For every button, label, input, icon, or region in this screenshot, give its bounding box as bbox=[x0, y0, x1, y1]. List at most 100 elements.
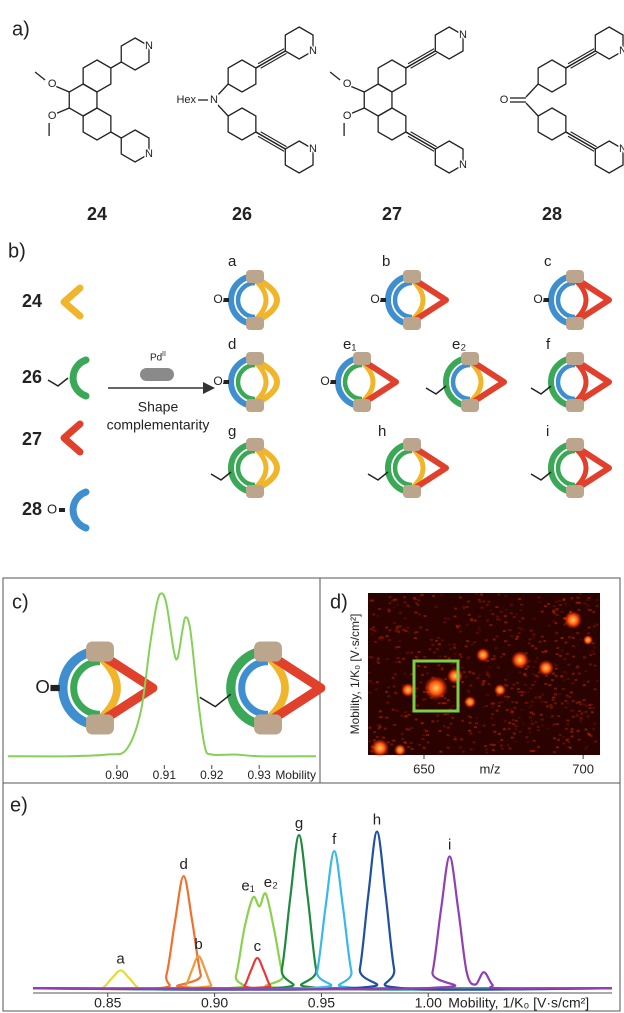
heatmap-noise bbox=[567, 663, 571, 666]
cage-label: e₁ bbox=[343, 336, 356, 353]
cage-ligand bbox=[70, 658, 101, 718]
peak-label: c bbox=[254, 938, 262, 955]
x-tick-label: 0.85 bbox=[94, 995, 121, 1011]
heatmap-noise bbox=[424, 697, 428, 700]
heatmap-noise bbox=[594, 740, 598, 743]
heatmap-noise bbox=[504, 594, 508, 597]
heatmap-noise bbox=[575, 666, 579, 669]
heatmap-noise bbox=[544, 701, 548, 704]
heatmap-noise bbox=[421, 673, 425, 676]
heatmap-noise bbox=[564, 706, 568, 709]
pd-pill bbox=[140, 368, 174, 381]
heatmap-noise bbox=[523, 673, 527, 676]
heatmap-noise bbox=[460, 666, 464, 669]
heatmap-noise bbox=[571, 682, 575, 685]
heatmap-noise bbox=[528, 706, 532, 709]
cage-label: d bbox=[228, 336, 236, 353]
heatmap-noise bbox=[484, 744, 488, 747]
bond bbox=[525, 83, 539, 98]
heatmap-noise bbox=[592, 646, 596, 649]
bond bbox=[257, 48, 285, 65]
panel-label: a) bbox=[12, 18, 30, 40]
heatmap-noise bbox=[407, 728, 411, 731]
heatmap-noise bbox=[524, 652, 528, 655]
heatmap-noise bbox=[431, 720, 435, 723]
heatmap-noise bbox=[531, 644, 535, 647]
heatmap-noise bbox=[555, 746, 559, 749]
heatmap-noise bbox=[409, 651, 413, 654]
heatmap-noise bbox=[507, 727, 511, 730]
heatmap-noise bbox=[374, 630, 378, 633]
heatmap-noise bbox=[452, 666, 456, 669]
heatmap-noise bbox=[491, 713, 495, 716]
heatmap-noise bbox=[453, 738, 457, 741]
heatmap-noise bbox=[368, 691, 372, 694]
ring bbox=[120, 129, 150, 163]
ring bbox=[68, 83, 98, 117]
ligand-shape bbox=[69, 356, 90, 400]
heatmap-noise bbox=[510, 710, 514, 713]
heatmap-noise bbox=[577, 738, 581, 741]
ring bbox=[82, 107, 112, 141]
heatmap-noise bbox=[450, 662, 454, 665]
heatmap-noise bbox=[394, 598, 398, 601]
heatmap-noise bbox=[489, 743, 493, 746]
heatmap-noise bbox=[467, 656, 471, 659]
heatmap-noise bbox=[416, 603, 420, 606]
heatmap-noise bbox=[586, 731, 590, 734]
heatmap-noise bbox=[473, 726, 477, 729]
heatmap-noise bbox=[426, 672, 430, 675]
heatmap-noise bbox=[390, 743, 394, 746]
x-tick-label: 0.93 bbox=[248, 768, 272, 782]
cage-ligand bbox=[443, 355, 471, 409]
pd-node bbox=[566, 438, 584, 451]
heatmap-noise bbox=[443, 702, 447, 705]
heatmap-noise bbox=[376, 614, 380, 617]
heatmap-noise bbox=[512, 683, 516, 686]
heatmap-spot bbox=[401, 683, 415, 697]
pd-node bbox=[353, 399, 371, 412]
heatmap-noise bbox=[491, 748, 495, 751]
heatmap-noise bbox=[583, 656, 587, 659]
heatmap-noise bbox=[505, 684, 509, 687]
heatmap-noise bbox=[595, 605, 599, 608]
heatmap-noise bbox=[565, 672, 569, 675]
heatmap-noise bbox=[505, 621, 509, 624]
heatmap-noise bbox=[404, 629, 408, 632]
heatmap-noise bbox=[481, 682, 485, 685]
heatmap-noise bbox=[480, 593, 484, 596]
heatmap-noise bbox=[532, 749, 536, 752]
heatmap-noise bbox=[565, 652, 569, 655]
atom-label: N bbox=[459, 29, 467, 41]
heatmap-noise bbox=[549, 706, 553, 709]
heatmap-noise bbox=[469, 684, 473, 687]
heatmap-noise bbox=[469, 716, 473, 719]
heatmap-noise bbox=[554, 664, 558, 667]
heatmap-noise bbox=[519, 609, 523, 612]
heatmap-noise bbox=[557, 693, 561, 696]
heatmap-noise bbox=[509, 708, 513, 711]
heatmap-noise bbox=[526, 665, 530, 668]
heatmap-noise bbox=[553, 751, 557, 754]
heatmap-noise bbox=[533, 680, 537, 683]
heatmap-noise bbox=[588, 703, 592, 706]
heatmap-noise bbox=[504, 609, 508, 612]
bond bbox=[405, 131, 436, 150]
ring bbox=[120, 37, 150, 71]
heatmap-noise bbox=[553, 737, 557, 740]
heatmap-noise bbox=[520, 628, 524, 631]
cage-ligand bbox=[385, 273, 413, 327]
bond bbox=[567, 48, 595, 65]
peak-label: h bbox=[373, 812, 381, 829]
reagent-charge: II bbox=[162, 351, 166, 358]
heatmap-noise bbox=[593, 688, 597, 691]
heatmap-noise bbox=[562, 670, 566, 673]
heatmap-noise bbox=[461, 681, 465, 684]
heatmap-noise bbox=[508, 747, 512, 750]
cage-ligand bbox=[573, 357, 612, 407]
heatmap-noise bbox=[397, 660, 401, 663]
ring bbox=[284, 26, 314, 60]
pd-node bbox=[246, 438, 264, 451]
heatmap-noise bbox=[404, 715, 408, 718]
heatmap-noise bbox=[469, 732, 473, 735]
